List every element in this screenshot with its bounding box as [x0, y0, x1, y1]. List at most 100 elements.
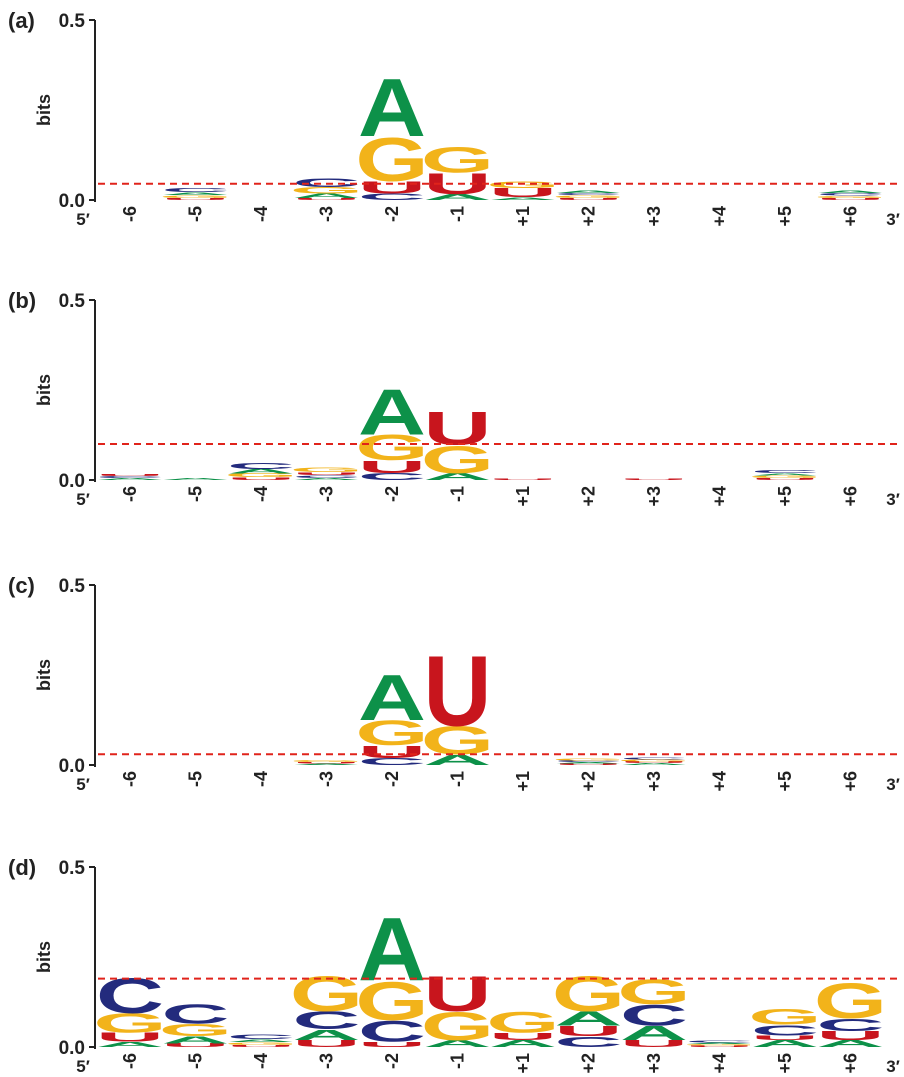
x-tick-label: -1 — [448, 771, 468, 787]
logo-column: AUG — [290, 760, 363, 766]
logo-column: ACU — [96, 473, 164, 480]
logo-letter-u: U — [358, 457, 426, 476]
logo-letter-u: U — [555, 197, 623, 200]
logo-column: AGU — [421, 966, 494, 1049]
y-tick-label: 0.0 — [59, 191, 85, 212]
x-tick-label: +5 — [775, 771, 795, 792]
x-tick-label: +2 — [579, 486, 599, 507]
logo-letter-g: G — [355, 125, 428, 195]
logo-letter-a: A — [227, 468, 295, 475]
logo-letter-a: A — [489, 196, 557, 200]
x-tick-label: -5 — [186, 771, 206, 787]
logo-letter-a: A — [424, 752, 492, 769]
logo-column: U — [489, 478, 557, 480]
logo-letter-a: A — [293, 1026, 361, 1043]
panel-label: (b) — [8, 288, 36, 313]
x-tick-label: +1 — [513, 771, 533, 792]
logo-panel: (b) 0.50.0bitsACU-6A-5UGAC-4ACUG-3CUGA-2A… — [8, 288, 902, 509]
logo-letter-c: C — [162, 999, 230, 1030]
x-tick-label: +6 — [841, 206, 861, 227]
logo-letter-u: U — [489, 1031, 557, 1042]
x-tick-label: +2 — [579, 771, 599, 792]
logo-letter-c: C — [96, 476, 164, 479]
x-tick-label: +4 — [710, 206, 730, 227]
x-tick-label: -5 — [186, 1053, 206, 1069]
logo-letter-g: G — [552, 966, 625, 1022]
x-tick-label: +3 — [644, 1053, 664, 1074]
logo-letter-u: U — [489, 186, 557, 201]
logo-letter-u: U — [96, 473, 164, 476]
logo-letter-c: C — [358, 756, 426, 767]
three-prime-label: 3′ — [886, 210, 900, 229]
five-prime-label: 5′ — [76, 490, 90, 509]
x-tick-label: -1 — [448, 206, 468, 222]
x-tick-label: -2 — [382, 206, 402, 222]
logo-panel: (d) 0.50.0bitsAUGC-6UAGC-5UGAC-4UACG-3UCG… — [8, 855, 902, 1076]
logo-letter-c: C — [227, 1034, 295, 1041]
logo-letter-g: G — [224, 1041, 297, 1045]
x-tick-label: +3 — [644, 206, 664, 227]
logo-letter-a: A — [751, 473, 819, 476]
y-axis-label: bits — [34, 374, 54, 406]
logo-letter-c: C — [358, 1015, 426, 1049]
logo-letter-a: A — [293, 477, 361, 480]
logo-column: AGU — [421, 402, 494, 482]
logo-letter-a: A — [358, 899, 426, 1000]
x-tick-label: -6 — [120, 486, 140, 502]
x-tick-label: +6 — [841, 486, 861, 507]
logo-letter-a: A — [96, 478, 164, 481]
logo-letter-c: C — [751, 1022, 819, 1039]
y-tick-label: 0.5 — [59, 858, 86, 879]
five-prime-label: 5′ — [76, 775, 90, 794]
logo-letter-g: G — [748, 1005, 821, 1030]
logo-letter-c: C — [358, 192, 426, 202]
logo-letter-c: C — [162, 188, 230, 194]
x-tick-label: +3 — [644, 771, 664, 792]
logo-letter-a: A — [358, 662, 426, 734]
logo-letter-a: A — [555, 762, 623, 764]
x-tick-label: +4 — [710, 1053, 730, 1074]
logo-column: AUG — [421, 140, 494, 201]
logo-letter-a: A — [96, 1040, 164, 1048]
x-tick-label: +6 — [841, 1053, 861, 1074]
x-tick-label: -4 — [251, 771, 271, 787]
x-tick-label: +5 — [775, 486, 795, 507]
logo-letter-c: C — [817, 193, 885, 197]
logo-letter-g: G — [159, 194, 232, 198]
logo-letter-a: A — [162, 478, 230, 481]
y-tick-label: 0.5 — [59, 11, 86, 32]
logo-letter-g: G — [421, 438, 494, 481]
logo-letter-c: C — [293, 474, 361, 478]
logo-letter-g: G — [814, 973, 887, 1029]
logo-letter-c: C — [227, 462, 295, 471]
logo-letter-u: U — [686, 1045, 754, 1047]
x-tick-label: -2 — [382, 486, 402, 502]
x-tick-label: -6 — [120, 1053, 140, 1069]
logo-letter-u: U — [293, 197, 361, 200]
x-tick-label: +2 — [579, 1053, 599, 1074]
three-prime-label: 3′ — [886, 1057, 900, 1076]
x-tick-label: -4 — [251, 486, 271, 502]
logo-letter-g: G — [421, 719, 494, 763]
logo-letter-u: U — [620, 478, 688, 480]
logo-letter-u: U — [293, 1038, 361, 1049]
logo-letter-u: U — [751, 1034, 819, 1041]
logo-letter-a: A — [358, 61, 426, 153]
logo-letter-u: U — [358, 1040, 426, 1048]
panel-label: (a) — [8, 8, 35, 33]
x-tick-label: -4 — [251, 206, 271, 222]
logo-letter-u: U — [227, 476, 295, 480]
x-tick-label: +6 — [841, 771, 861, 792]
logo-letter-u: U — [162, 197, 230, 200]
x-tick-label: -1 — [448, 1053, 468, 1069]
